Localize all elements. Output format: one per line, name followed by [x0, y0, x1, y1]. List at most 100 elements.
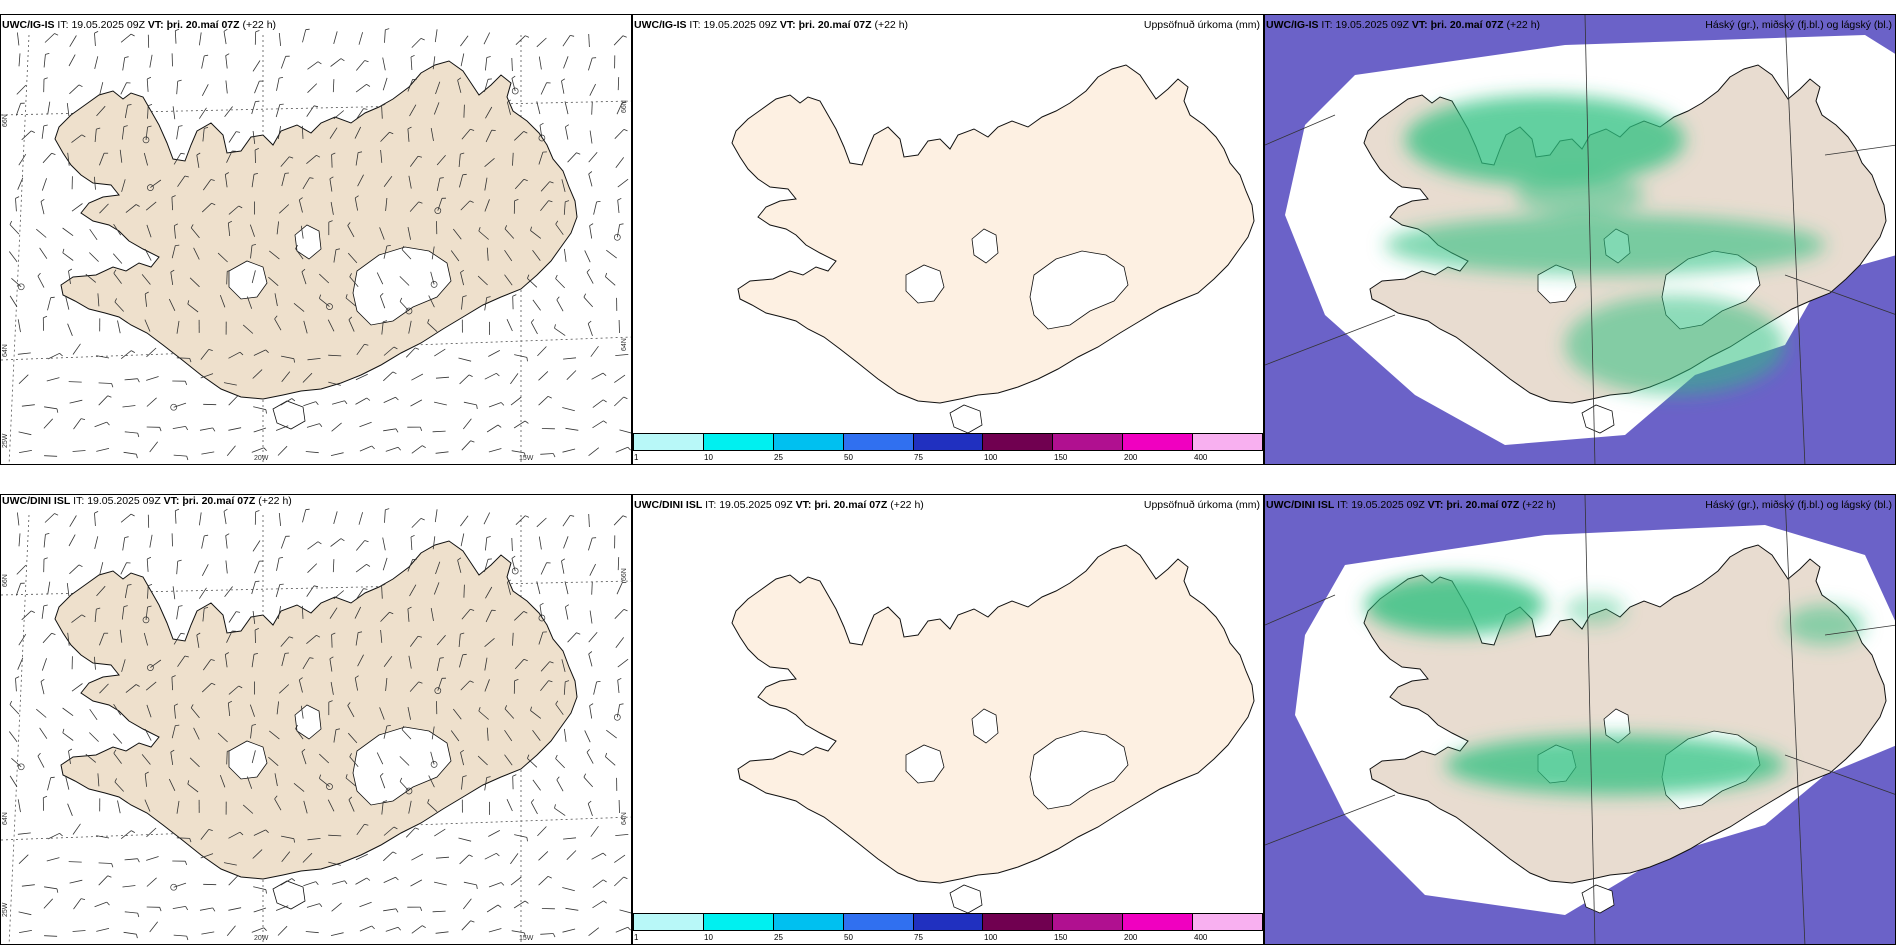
wind-barb — [17, 512, 20, 526]
wind-barb — [538, 151, 544, 165]
wind-barb — [62, 707, 74, 717]
wind-barb — [145, 201, 157, 211]
colorbar-tick-label: 1 — [634, 933, 639, 942]
wind-barb — [36, 228, 47, 238]
wind-barb — [380, 131, 390, 142]
wind-barb — [463, 104, 465, 118]
wind-barb-flag — [576, 152, 581, 155]
wind-barb — [382, 557, 388, 571]
wind-barb — [150, 179, 162, 188]
wind-barb-flag — [135, 204, 140, 207]
wind-barb — [187, 783, 199, 793]
wind-barb-flag — [549, 181, 554, 184]
wind-barb — [99, 203, 109, 214]
wind-barb-flag — [576, 632, 581, 635]
wind-barb — [538, 631, 544, 645]
wind-barb — [201, 84, 209, 96]
wind-barb — [280, 398, 293, 406]
wind-barb-flag — [617, 677, 622, 681]
precip-colorbar-row1 — [633, 433, 1263, 451]
wind-barb — [281, 355, 294, 360]
wind-barb-flag — [43, 604, 48, 607]
wind-barb — [588, 631, 598, 643]
wind-barb-flag — [313, 585, 318, 588]
wind-barb — [196, 634, 200, 648]
wind-barb — [199, 32, 202, 46]
wind-barb — [275, 104, 281, 118]
wind-barb-flag — [366, 397, 371, 401]
wind-barb-flag — [524, 900, 529, 904]
right-lat-label-66n-row2: 66N — [621, 568, 628, 581]
wind-barb — [275, 425, 289, 431]
wind-barb-flag — [555, 274, 558, 279]
wind-barb — [504, 754, 513, 766]
wind-barb — [530, 710, 542, 719]
wind-barb — [173, 402, 187, 408]
wind-barb — [433, 102, 440, 115]
wind-barb — [435, 856, 450, 859]
wind-barb — [511, 930, 525, 934]
wind-barb — [411, 38, 422, 48]
wind-barb — [120, 82, 127, 95]
wind-barb — [146, 856, 159, 861]
wind-barb-flag — [274, 795, 278, 800]
wind-barb — [268, 756, 279, 767]
wind-barb — [381, 321, 384, 335]
wind-barb-flag — [130, 513, 135, 517]
wind-barb — [619, 429, 631, 434]
wind-barb — [202, 659, 212, 671]
wind-barb-flag — [291, 398, 296, 402]
wind-barb — [18, 533, 21, 547]
wind-barb — [592, 420, 604, 429]
wind-barb-flag — [37, 272, 41, 277]
wind-barb-flag — [622, 35, 627, 38]
wind-barb — [333, 590, 345, 600]
wind-barb-flag — [305, 508, 310, 511]
wind-barb-flag — [605, 272, 608, 277]
cloud-map-panel-row1: UWC/IG-IS IT: 19.05.2025 09Z VT: þri. 20… — [1264, 14, 1896, 465]
wind-barb-flag — [189, 838, 192, 843]
wind-barb-flag — [316, 634, 321, 638]
wind-barb — [172, 906, 186, 909]
wind-barb-flag — [43, 124, 48, 127]
wind-barb-flag — [344, 880, 348, 885]
wind-barb — [19, 450, 32, 453]
wind-barb — [332, 559, 335, 573]
wind-barb-flag — [393, 346, 398, 350]
wind-barb-flag — [383, 800, 388, 803]
wind-barb-flag — [263, 447, 267, 451]
wind-barb — [562, 35, 571, 47]
wind-barb — [328, 861, 341, 866]
wind-barb — [89, 732, 99, 742]
wind-barb — [485, 610, 493, 623]
wind-barb — [15, 198, 17, 212]
wind-barb — [187, 303, 199, 313]
right-lat-label-64n: 64N — [621, 338, 628, 351]
wind-barb-flag — [131, 350, 135, 353]
wind-barb-flag — [130, 33, 135, 37]
wind-barb — [435, 81, 441, 95]
wind-barb — [614, 374, 626, 383]
wind-barb — [306, 154, 317, 165]
wind-barb — [477, 275, 488, 286]
calm-circle — [430, 281, 438, 288]
wind-barb-flag — [174, 703, 178, 707]
wind-barb — [307, 541, 319, 550]
glacier-outline — [1029, 250, 1129, 330]
wind-barb — [411, 518, 422, 528]
wind-barb — [224, 654, 228, 668]
wind-barb-flag — [345, 774, 348, 779]
wind-barb — [459, 174, 464, 188]
wind-barb-flag — [587, 800, 592, 804]
wind-barb-flag — [470, 128, 475, 131]
wind-barb — [228, 131, 237, 143]
wind-barb — [399, 301, 410, 312]
wind-barb-flag — [236, 611, 241, 613]
colorbar-tick-label: 100 — [984, 933, 998, 942]
wind-barb — [405, 347, 416, 358]
wind-barb-flag — [123, 605, 128, 607]
wind-barb-flag — [316, 154, 321, 158]
wind-barb — [488, 882, 502, 888]
wind-barb-flag — [470, 608, 475, 611]
wind-barb — [527, 278, 538, 288]
